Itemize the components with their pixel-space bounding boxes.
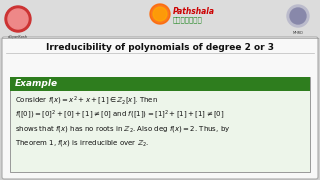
Text: eGyanKosh: eGyanKosh xyxy=(8,35,28,39)
Circle shape xyxy=(150,4,170,24)
Text: Pathshala: Pathshala xyxy=(173,6,215,15)
FancyBboxPatch shape xyxy=(2,37,318,179)
Circle shape xyxy=(153,7,167,21)
Bar xyxy=(10,77,310,172)
Text: shows that $f(x)$ has no roots in $\mathbb{Z}_2$. Also deg $f(x) = 2$. Thus, by: shows that $f(x)$ has no roots in $\math… xyxy=(15,124,230,134)
Circle shape xyxy=(287,5,309,27)
Bar xyxy=(0,0,320,38)
Circle shape xyxy=(8,9,28,29)
Circle shape xyxy=(5,6,31,32)
Text: Consider $f(x) = x^2 + x + [1] \in \mathbb{Z}_2[x]$. Then: Consider $f(x) = x^2 + x + [1] \in \math… xyxy=(15,95,158,107)
Text: পাঠশালা: পাঠশালা xyxy=(173,17,203,23)
Bar xyxy=(10,77,310,91)
Text: Irreducibility of polynomials of degree 2 or 3: Irreducibility of polynomials of degree … xyxy=(46,42,274,51)
Text: Theorem 1, $f(x)$ is irreducible over $\mathbb{Z}_2$.: Theorem 1, $f(x)$ is irreducible over $\… xyxy=(15,138,149,148)
Text: Example: Example xyxy=(15,80,58,89)
Text: MHRD: MHRD xyxy=(292,31,303,35)
Circle shape xyxy=(290,8,306,24)
Text: $f([0]) = [0]^2 + [0] + [1] \neq [0]$ and $f([1]) = [1]^2 + [1] + [1] \neq [0]$: $f([0]) = [0]^2 + [0] + [1] \neq [0]$ an… xyxy=(15,109,225,121)
